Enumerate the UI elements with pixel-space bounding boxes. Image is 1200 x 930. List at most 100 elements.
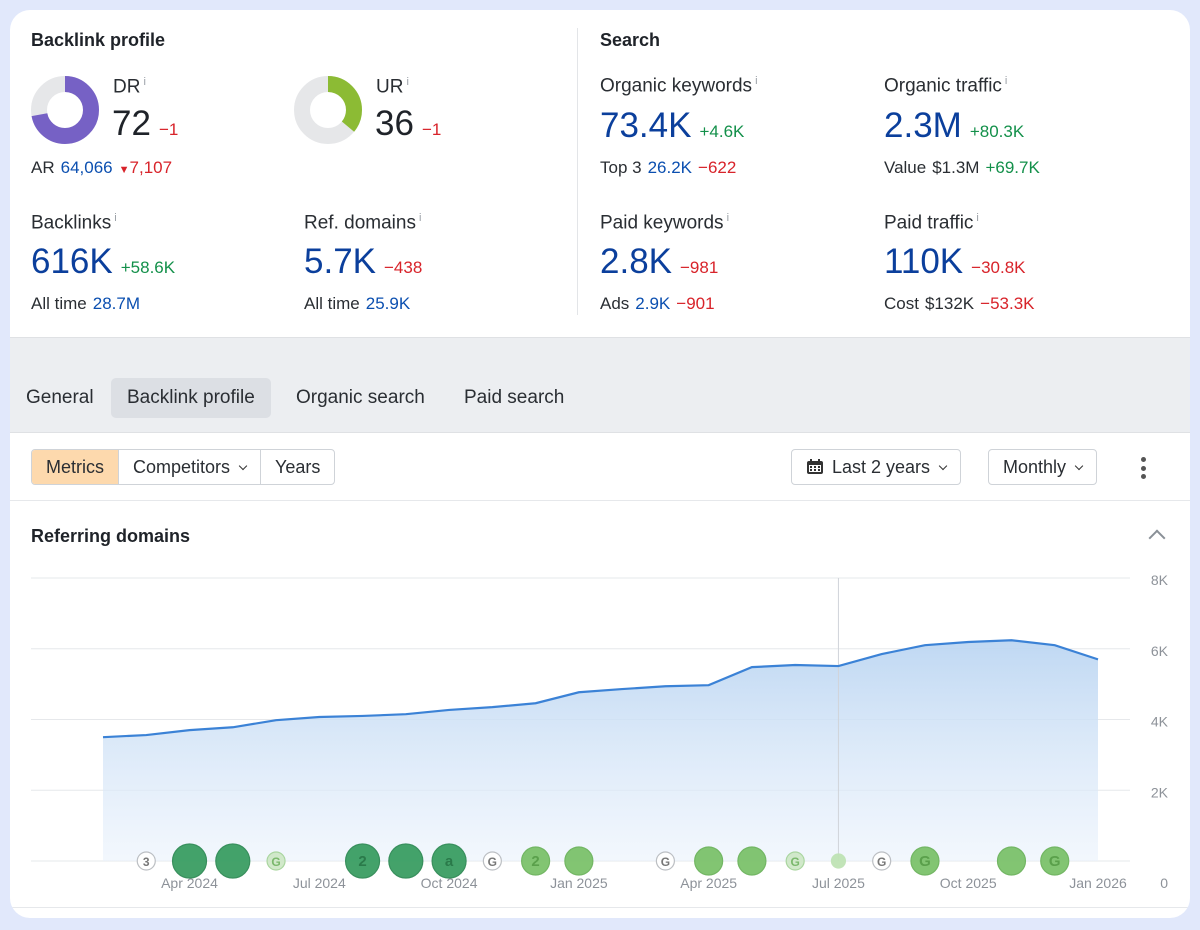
event-marker[interactable]	[694, 846, 724, 876]
data-point[interactable]	[1095, 656, 1101, 662]
data-point[interactable]	[879, 651, 885, 657]
years-button[interactable]: Years	[275, 457, 321, 477]
metrics-button[interactable]: Metrics	[32, 450, 119, 484]
event-marker[interactable]	[830, 853, 847, 869]
backlinks-value[interactable]: 616K +58.6K	[31, 242, 176, 281]
data-point[interactable]	[792, 662, 798, 668]
period-dropdown[interactable]: Last 2 years	[791, 449, 962, 485]
data-point[interactable]	[360, 713, 366, 719]
info-icon[interactable]: i	[114, 212, 117, 224]
info-icon[interactable]: i	[755, 75, 758, 87]
data-point[interactable]	[273, 717, 279, 723]
data-point[interactable]	[619, 686, 625, 692]
event-marker[interactable]	[996, 846, 1027, 876]
event-marker[interactable]	[564, 846, 594, 876]
data-point[interactable]	[446, 707, 452, 713]
info-icon[interactable]: i	[406, 76, 409, 88]
event-marker[interactable]	[388, 843, 424, 879]
triangle-down-icon: ▼	[118, 164, 130, 176]
info-icon[interactable]: i	[143, 76, 146, 88]
y-tick-label: 4K	[1151, 714, 1169, 730]
event-marker[interactable]: G	[872, 851, 892, 871]
info-icon[interactable]: i	[976, 212, 979, 224]
event-marker[interactable]: 2	[521, 846, 551, 876]
info-icon[interactable]: i	[418, 212, 422, 224]
event-marker[interactable]: G	[482, 851, 502, 871]
event-marker[interactable]: G	[1040, 846, 1070, 876]
event-marker[interactable]: G	[910, 846, 940, 876]
event-marker-label: G	[661, 855, 670, 869]
data-point[interactable]	[835, 663, 841, 669]
event-marker[interactable]	[215, 843, 251, 879]
backlinks-all-time: All time 28.7M	[31, 294, 140, 313]
organic-traffic-value[interactable]: 2.3M +80.3K	[884, 106, 1025, 145]
x-tick-label: Oct 2025	[940, 875, 997, 891]
interval-dropdown[interactable]: Monthly	[988, 449, 1098, 485]
data-point[interactable]	[403, 711, 409, 717]
ref-domains-label: Ref. domains i	[304, 212, 422, 234]
event-marker-label: G	[791, 855, 800, 869]
event-marker-label: G	[877, 855, 886, 869]
search-title: Search	[600, 30, 661, 50]
ur-label[interactable]: UR i	[376, 76, 409, 98]
x-tick-label: Apr 2024	[161, 875, 218, 891]
dr-delta: −1	[158, 120, 179, 139]
organic-keywords-value[interactable]: 73.4K +4.6K	[600, 106, 745, 145]
calendar-icon	[807, 459, 823, 474]
dr-label[interactable]: DR i	[113, 76, 146, 98]
data-point[interactable]	[965, 639, 971, 645]
data-point[interactable]	[316, 714, 322, 720]
data-point[interactable]	[100, 734, 106, 740]
y-tick-label: 0	[1160, 875, 1168, 891]
event-marker[interactable]: 3	[136, 851, 156, 871]
event-marker[interactable]	[171, 843, 208, 879]
gauge-fill	[31, 76, 99, 144]
paid-traffic-value[interactable]: 110K −30.8K	[884, 242, 1026, 281]
gauge-fill	[294, 76, 362, 144]
event-marker[interactable]: G	[785, 851, 805, 871]
data-point[interactable]	[922, 642, 928, 648]
paid-keywords-label: Paid keywords i	[600, 212, 730, 234]
data-point[interactable]	[749, 664, 755, 670]
overview-card: Backlink profile DR i 72 −1 AR 64,066 ▼7,107…	[10, 10, 1190, 918]
tab-organic-search[interactable]: Organic search	[296, 387, 425, 408]
cost-row: Cost $132K −53.3K	[884, 294, 1035, 313]
event-marker[interactable]: G	[266, 851, 286, 871]
data-point[interactable]	[143, 732, 149, 738]
data-point[interactable]	[187, 727, 193, 733]
event-marker[interactable]: a	[431, 843, 467, 879]
data-point[interactable]	[706, 682, 712, 688]
info-icon[interactable]: i	[726, 212, 730, 224]
event-marker[interactable]: 2	[344, 843, 381, 879]
ar-row: AR 64,066 ▼7,107	[31, 158, 173, 177]
data-point[interactable]	[576, 689, 582, 695]
data-point[interactable]	[1008, 637, 1014, 643]
ur-value: 36 −1	[375, 104, 442, 143]
data-point[interactable]	[662, 683, 668, 689]
more-options-icon[interactable]	[1140, 457, 1146, 479]
event-marker-label: G	[271, 855, 280, 869]
y-tick-label: 8K	[1151, 572, 1169, 588]
backlink-profile-title: Backlink profile	[31, 30, 166, 50]
ads-row: Ads 2.9K −901	[600, 294, 715, 313]
data-point[interactable]	[489, 704, 495, 710]
data-point[interactable]	[1052, 642, 1058, 648]
paid-keywords-value[interactable]: 2.8K −981	[600, 242, 719, 281]
divider	[10, 500, 1190, 501]
ref-domains-all-time: All time 25.9K	[304, 294, 411, 313]
event-marker[interactable]: G	[655, 851, 675, 871]
tab-general[interactable]: General	[26, 387, 94, 408]
ref-domains-value[interactable]: 5.7K −438	[304, 242, 423, 281]
series-line	[102, 639, 1099, 739]
tab-paid-search[interactable]: Paid search	[464, 387, 565, 408]
referring-domains-chart[interactable]: 0 2K 4K 6K 8K Apr 2024 Jul 2024 Oct 2024 Jan 202…	[10, 10, 1190, 918]
data-point[interactable]	[230, 724, 236, 730]
data-point[interactable]	[533, 700, 539, 706]
event-marker-label: G	[919, 853, 931, 870]
event-marker[interactable]	[737, 846, 767, 876]
competitors-dropdown[interactable]: Competitors	[119, 450, 262, 484]
x-tick-label: Apr 2025	[680, 875, 737, 891]
tab-backlink-profile[interactable]: Backlink profile	[111, 378, 271, 418]
tab-bar: General Backlink profile Organic search …	[10, 337, 1190, 433]
info-icon[interactable]: i	[1004, 75, 1008, 87]
